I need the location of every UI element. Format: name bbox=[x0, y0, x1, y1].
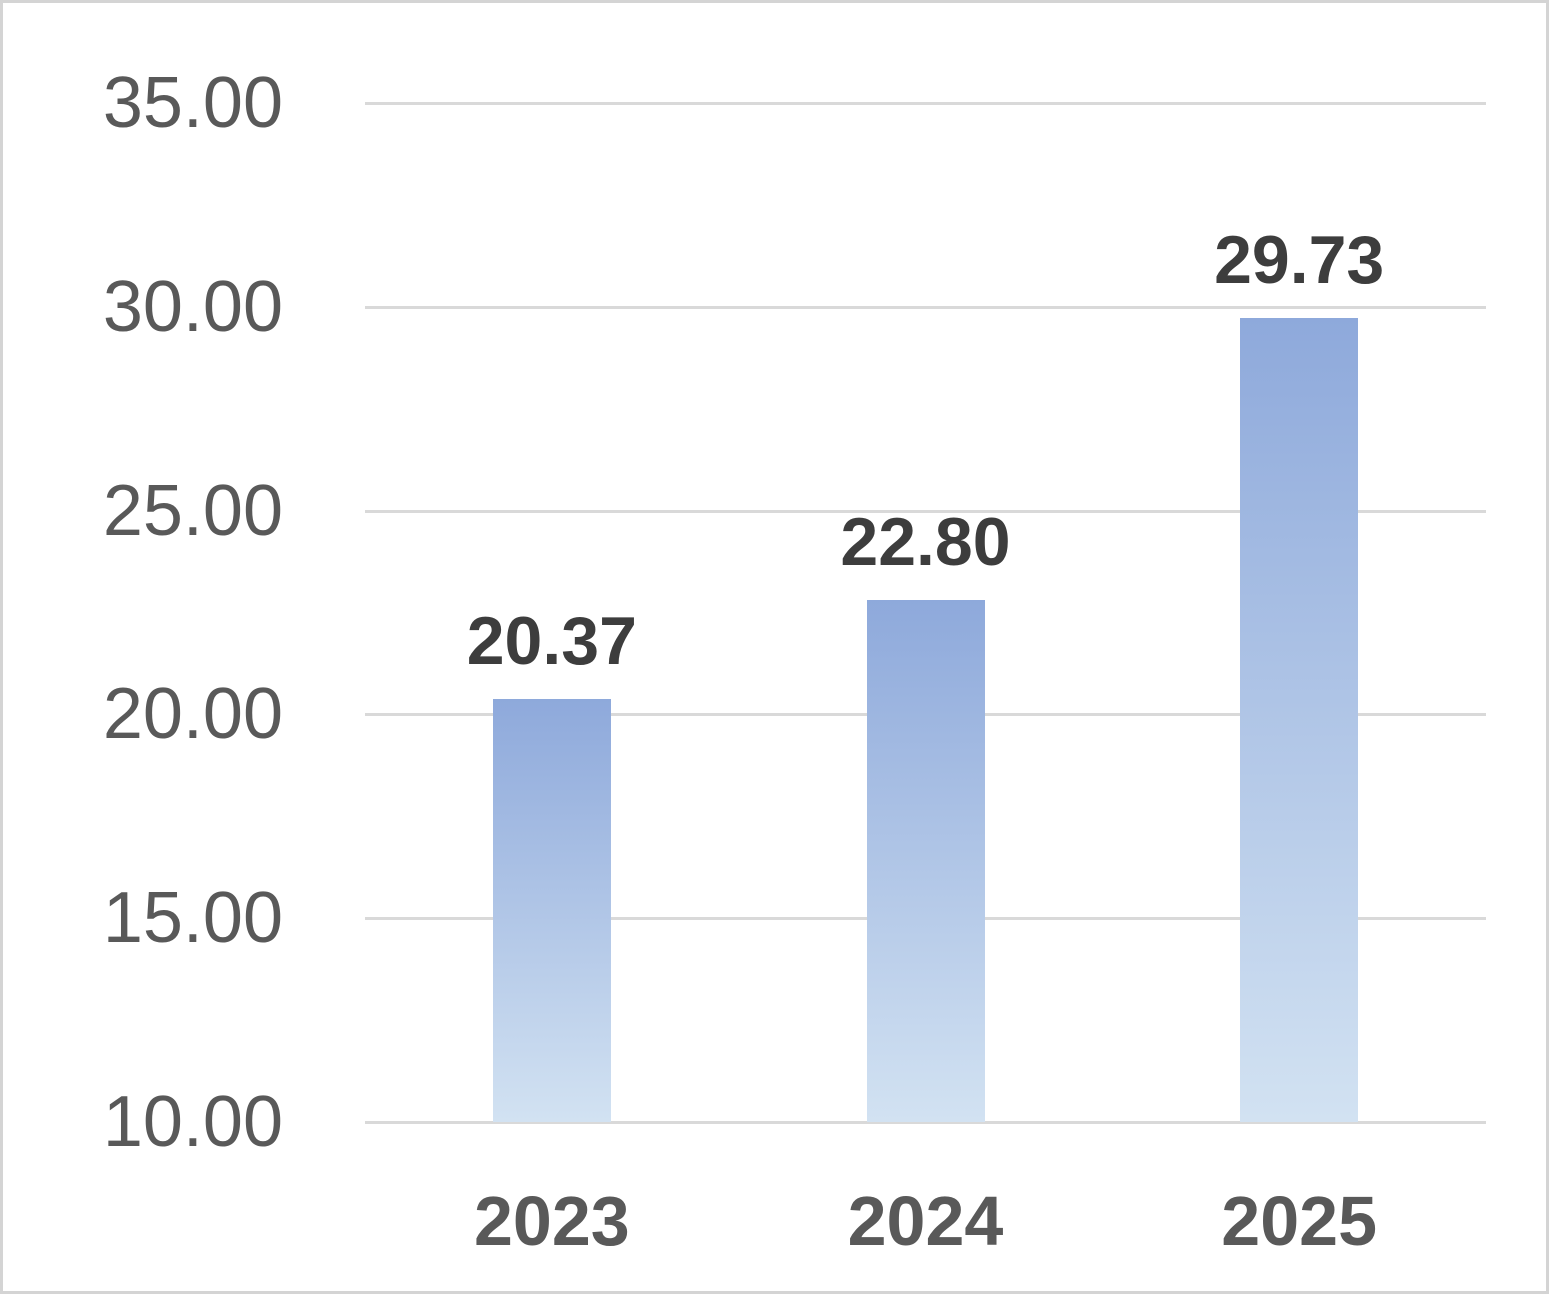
x-tick-label: 2024 bbox=[847, 1182, 1004, 1260]
bar bbox=[492, 699, 611, 1122]
bar bbox=[1240, 317, 1359, 1122]
y-tick-label: 15.00 bbox=[102, 878, 283, 959]
y-tick-label: 25.00 bbox=[102, 470, 283, 551]
gridline bbox=[365, 509, 1486, 513]
bar-value-label: 22.80 bbox=[840, 504, 1011, 581]
y-tick-label: 35.00 bbox=[102, 63, 283, 143]
y-tick-label: 20.00 bbox=[102, 674, 283, 755]
y-tick-label: 10.00 bbox=[102, 1082, 283, 1162]
y-tick-label: 30.00 bbox=[102, 266, 283, 347]
x-tick-label: 2023 bbox=[473, 1182, 630, 1260]
gridline bbox=[365, 305, 1486, 309]
bar-value-label: 20.37 bbox=[466, 603, 637, 680]
x-tick-label: 2025 bbox=[1221, 1182, 1378, 1260]
gridline bbox=[365, 1121, 1486, 1124]
bar bbox=[866, 600, 985, 1122]
plot-area: 20.37 22.80 29.73 bbox=[365, 102, 1486, 1124]
bar-value-label: 29.73 bbox=[1214, 221, 1385, 298]
gridline bbox=[365, 102, 1486, 105]
